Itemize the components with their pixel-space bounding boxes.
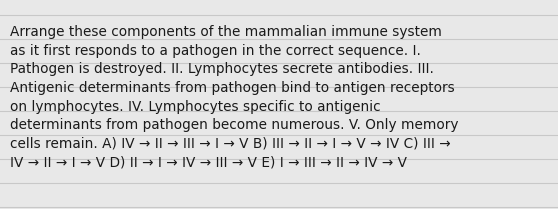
Text: Arrange these components of the mammalian immune system
as it first responds to : Arrange these components of the mammalia… [10, 25, 459, 169]
